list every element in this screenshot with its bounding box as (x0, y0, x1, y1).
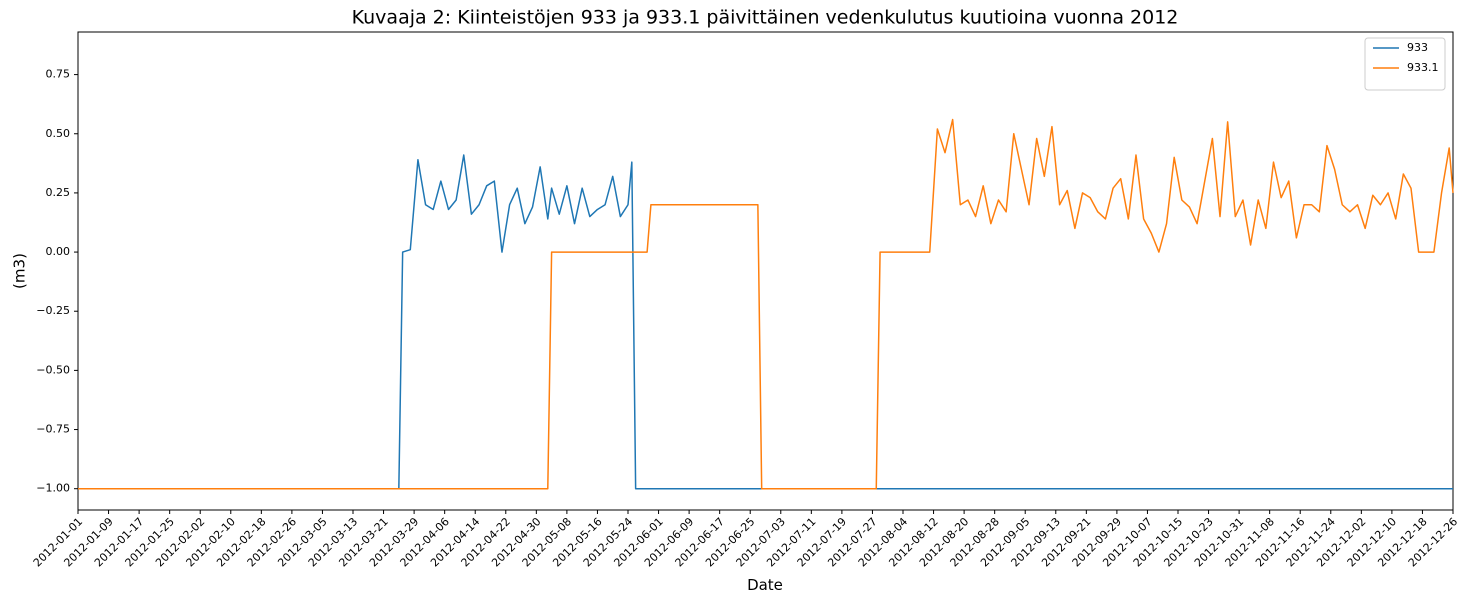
y-tick-label: 0.75 (46, 68, 71, 81)
y-tick-label: 0.00 (46, 245, 71, 258)
legend-label: 933.1 (1407, 61, 1439, 74)
chart-title: Kuvaaja 2: Kiinteistöjen 933 ja 933.1 pä… (352, 7, 1179, 29)
y-tick-label: 0.25 (46, 186, 71, 199)
y-tick-label: −0.75 (36, 423, 70, 436)
x-axis-label: Date (747, 576, 783, 592)
plot-frame (77, 31, 1454, 511)
line-series (78, 118, 1454, 490)
legend-label: 933 (1407, 41, 1428, 54)
y-tick-label: −0.50 (36, 363, 70, 376)
y-tick-label: −1.00 (36, 482, 70, 495)
y-tick-label: −0.25 (36, 304, 70, 317)
y-axis-label: (m3) (11, 253, 29, 289)
y-tick-label: 0.50 (46, 127, 71, 140)
legend-box (1364, 37, 1446, 91)
line-series (78, 154, 1453, 490)
